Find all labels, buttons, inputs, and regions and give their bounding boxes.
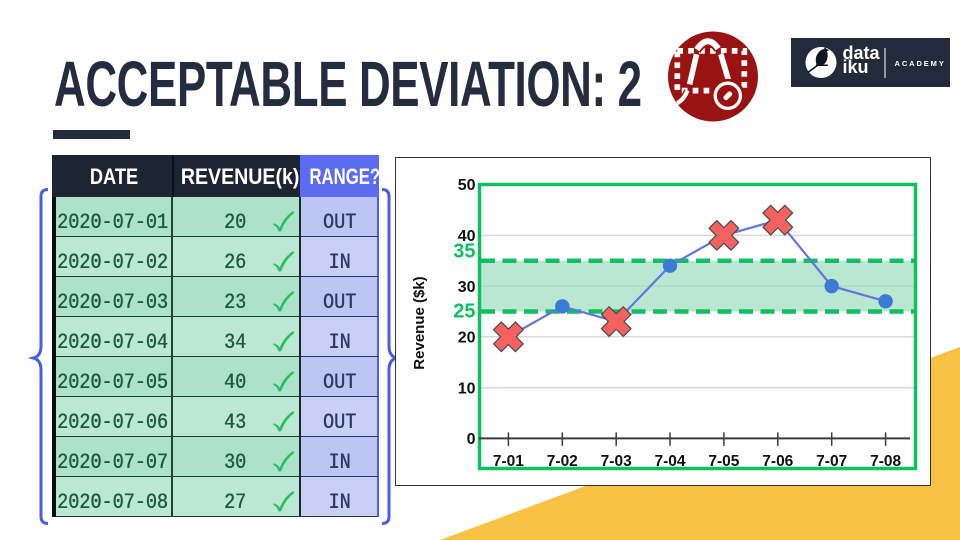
- svg-text:0: 0: [467, 431, 476, 448]
- svg-text:7-05: 7-05: [708, 453, 739, 470]
- svg-text:25: 25: [453, 301, 475, 323]
- svg-text:7-04: 7-04: [654, 453, 685, 470]
- svg-text:7-08: 7-08: [870, 453, 901, 470]
- svg-text:7-01: 7-01: [493, 453, 524, 470]
- svg-text:7-03: 7-03: [601, 453, 632, 470]
- svg-text:7-07: 7-07: [816, 453, 847, 470]
- svg-text:50: 50: [458, 177, 476, 194]
- svg-text:Revenue ($k): Revenue ($k): [411, 276, 428, 369]
- svg-text:40: 40: [458, 228, 476, 245]
- svg-text:30: 30: [458, 279, 476, 296]
- svg-text:7-06: 7-06: [762, 453, 793, 470]
- svg-text:10: 10: [458, 380, 476, 397]
- svg-text:20: 20: [458, 330, 476, 347]
- svg-text:7-02: 7-02: [547, 453, 578, 470]
- svg-text:35: 35: [453, 240, 475, 262]
